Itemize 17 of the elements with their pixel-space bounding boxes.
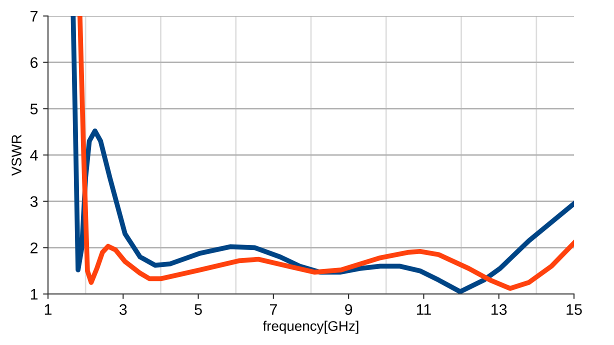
x-tick-label: 5 (194, 304, 202, 315)
x-tick-label: 15 (566, 304, 582, 315)
y-tick-label: 7 (30, 11, 38, 22)
x-tick-label: 7 (270, 304, 277, 315)
x-tick-label: 13 (492, 304, 507, 315)
y-tick-label: 5 (30, 104, 38, 114)
x-tick-label: 11 (416, 304, 431, 315)
y-tick-label: 4 (30, 150, 38, 161)
y-tick-label: 1 (30, 289, 38, 300)
x-axis-title: frequency[GHz] (262, 320, 358, 334)
y-tick-label: 6 (30, 57, 38, 68)
y-tick-label: 3 (30, 196, 38, 208)
y-axis-title: VSWR (12, 134, 22, 176)
x-tick-label: 1 (44, 304, 52, 315)
x-tick-label: 9 (345, 304, 352, 315)
x-tick-label: 3 (119, 304, 127, 315)
y-tick-label: 2 (30, 242, 38, 254)
